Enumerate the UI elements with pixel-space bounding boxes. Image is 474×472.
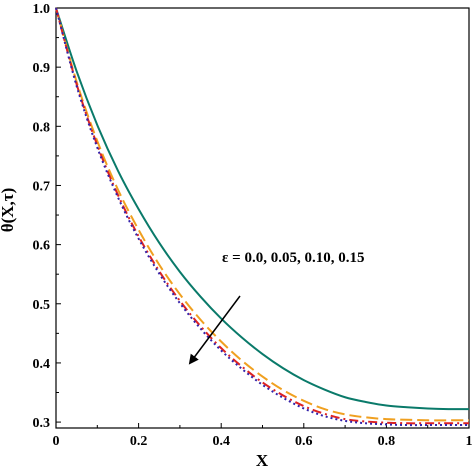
y-tick-label: 0.9: [33, 61, 51, 76]
x-tick-label: 0.8: [378, 434, 396, 449]
x-tick-label: 0.2: [130, 434, 148, 449]
y-tick-label: 1.0: [33, 2, 51, 17]
x-tick-label: 0.4: [212, 434, 230, 449]
y-tick-label: 0.4: [33, 357, 51, 372]
y-tick-label: 0.6: [33, 239, 51, 254]
epsilon-annotation: ε = 0.0, 0.05, 0.10, 0.15: [222, 250, 364, 266]
y-tick-label: 0.7: [33, 179, 51, 194]
x-tick-label: 1: [466, 434, 473, 449]
series-layer: [55, 7, 470, 427]
plot-border: [55, 7, 470, 429]
series-line-3: [55, 7, 469, 425]
series-line-4: [55, 7, 469, 427]
x-tick-label: 0.6: [295, 434, 313, 449]
x-tick-label: 0: [53, 434, 60, 449]
y-tick-label: 0.5: [33, 298, 51, 313]
trend-arrow: [188, 295, 241, 365]
y-axis-title: θ(X,τ): [0, 188, 17, 233]
y-tick-label: 0.8: [33, 120, 51, 135]
x-axis-title: X: [256, 451, 269, 470]
y-tick-label: 0.3: [33, 416, 51, 431]
series-line-1: [55, 7, 470, 411]
series-line-2: [55, 7, 469, 422]
x-axis-ticks: 0 0.2 0.4 0.6 0.8 1: [53, 423, 473, 449]
plot-frame: [55, 7, 470, 429]
y-axis-ticks: 0.3 0.4 0.5 0.6 0.7 0.8 0.9 1.0: [33, 2, 61, 431]
